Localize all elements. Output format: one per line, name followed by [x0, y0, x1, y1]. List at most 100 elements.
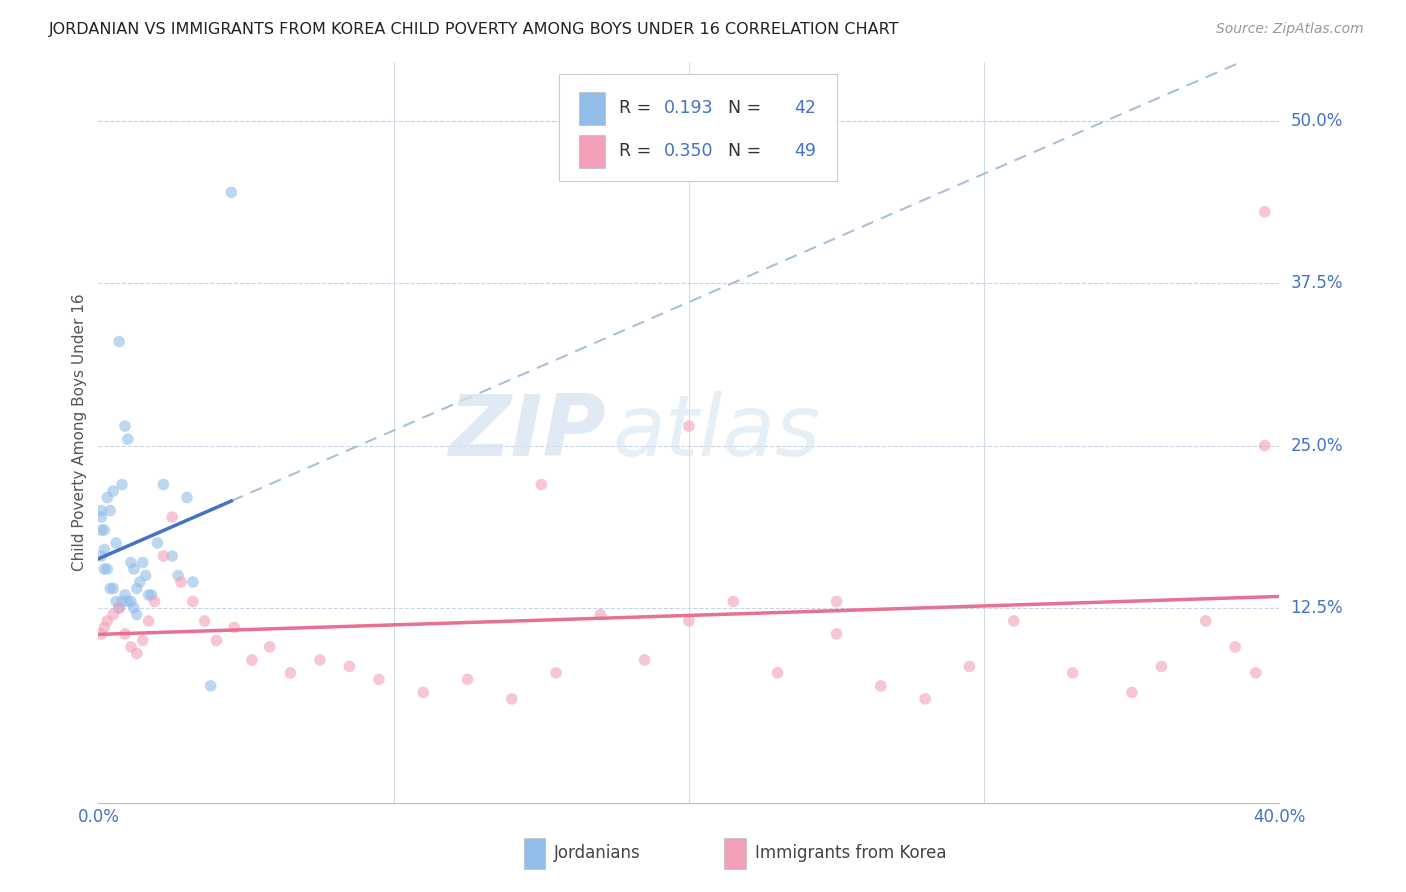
Point	[117, 432, 139, 446]
Point	[96, 562, 118, 576]
Point	[90, 503, 112, 517]
Point	[120, 594, 142, 608]
Point	[98, 582, 121, 596]
Point	[959, 659, 981, 673]
Point	[205, 633, 228, 648]
Point	[143, 594, 166, 608]
Text: 50.0%: 50.0%	[1291, 112, 1343, 130]
Point	[167, 568, 190, 582]
Point	[1254, 439, 1277, 453]
Point	[339, 659, 361, 673]
Point	[93, 542, 115, 557]
Text: Immigrants from Korea: Immigrants from Korea	[755, 844, 946, 863]
Point	[546, 665, 568, 680]
Point	[1195, 614, 1218, 628]
Text: atlas: atlas	[612, 391, 820, 475]
Point	[93, 562, 115, 576]
Point	[90, 523, 112, 537]
Point	[181, 574, 204, 589]
Point	[825, 594, 848, 608]
Text: N =: N =	[717, 143, 768, 161]
Point	[93, 523, 115, 537]
Point	[108, 334, 131, 349]
Point	[309, 653, 332, 667]
Point	[108, 601, 131, 615]
Point	[120, 640, 142, 654]
Point	[280, 665, 302, 680]
Text: JORDANIAN VS IMMIGRANTS FROM KOREA CHILD POVERTY AMONG BOYS UNDER 16 CORRELATION: JORDANIAN VS IMMIGRANTS FROM KOREA CHILD…	[49, 22, 900, 37]
Point	[634, 653, 657, 667]
Text: 49: 49	[794, 143, 815, 161]
Point	[111, 594, 134, 608]
Text: 0.350: 0.350	[664, 143, 714, 161]
Point	[138, 614, 160, 628]
Point	[98, 503, 121, 517]
Point	[170, 574, 193, 589]
Bar	[579, 92, 605, 125]
Point	[114, 419, 136, 434]
Point	[530, 477, 553, 491]
Point	[1225, 640, 1247, 654]
Text: 37.5%: 37.5%	[1291, 274, 1343, 293]
Point	[125, 582, 148, 596]
Point	[678, 614, 700, 628]
Point	[152, 549, 174, 563]
Point	[96, 614, 118, 628]
Point	[120, 556, 142, 570]
Point	[125, 607, 148, 622]
Point	[200, 679, 222, 693]
Point	[122, 601, 145, 615]
Point	[176, 491, 198, 505]
Point	[1121, 685, 1143, 699]
Point	[117, 594, 139, 608]
Point	[368, 673, 391, 687]
Point	[141, 588, 163, 602]
Text: R =: R =	[619, 99, 657, 118]
Point	[723, 594, 745, 608]
Point	[152, 477, 174, 491]
Bar	[579, 135, 605, 168]
Point	[589, 607, 612, 622]
Point	[1244, 665, 1267, 680]
Bar	[523, 838, 546, 869]
Point	[93, 620, 115, 634]
Point	[766, 665, 789, 680]
Text: Source: ZipAtlas.com: Source: ZipAtlas.com	[1216, 22, 1364, 37]
Point	[1150, 659, 1173, 673]
Point	[90, 549, 112, 563]
Point	[103, 607, 125, 622]
Text: 12.5%: 12.5%	[1291, 599, 1343, 617]
Point	[678, 419, 700, 434]
Point	[111, 477, 134, 491]
Text: 42: 42	[794, 99, 815, 118]
Point	[132, 556, 155, 570]
Point	[90, 627, 112, 641]
Point	[125, 647, 148, 661]
Text: 25.0%: 25.0%	[1291, 436, 1343, 455]
Point	[224, 620, 246, 634]
Point	[128, 574, 150, 589]
Point	[132, 633, 155, 648]
Point	[146, 536, 169, 550]
FancyBboxPatch shape	[560, 73, 837, 181]
Text: ZIP: ZIP	[449, 391, 606, 475]
Point	[105, 536, 128, 550]
Point	[105, 594, 128, 608]
Point	[1254, 204, 1277, 219]
Point	[162, 510, 183, 524]
Point	[870, 679, 893, 693]
Point	[162, 549, 183, 563]
Point	[181, 594, 204, 608]
Point	[114, 588, 136, 602]
Point	[194, 614, 217, 628]
Y-axis label: Child Poverty Among Boys Under 16: Child Poverty Among Boys Under 16	[72, 293, 87, 572]
Point	[90, 510, 112, 524]
Point	[457, 673, 479, 687]
Text: 0.193: 0.193	[664, 99, 714, 118]
Bar	[724, 838, 745, 869]
Point	[108, 601, 131, 615]
Point	[240, 653, 263, 667]
Point	[138, 588, 160, 602]
Point	[412, 685, 434, 699]
Point	[1062, 665, 1084, 680]
